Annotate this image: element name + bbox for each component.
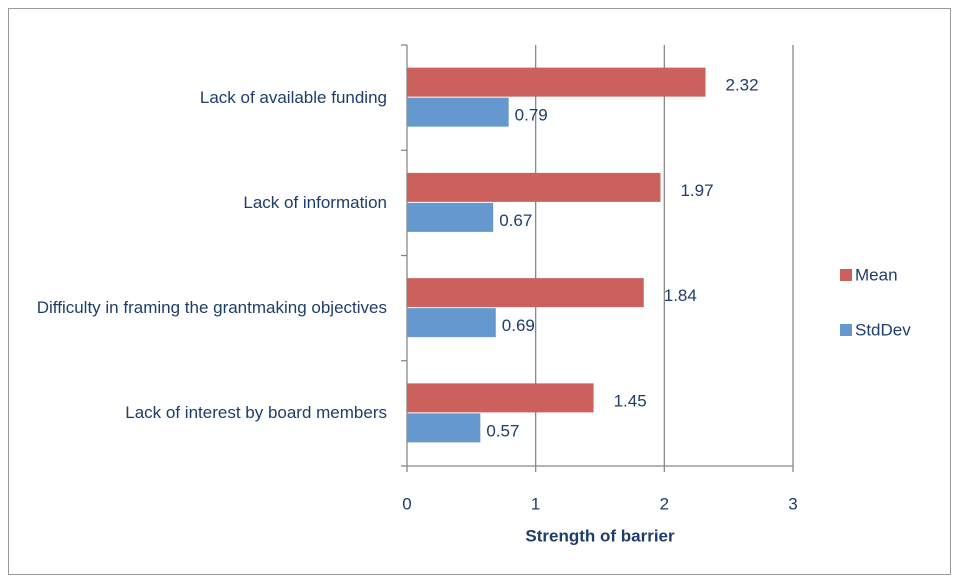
bar: [407, 383, 594, 413]
y-tick-label: Lack of information: [243, 192, 387, 212]
data-label: 0.57: [486, 421, 519, 440]
legend-swatch: [840, 269, 852, 281]
data-label: 1.84: [664, 286, 697, 305]
bar: [407, 97, 509, 127]
legend-label: StdDev: [855, 320, 911, 339]
x-tick-label: 2: [660, 494, 669, 513]
x-axis-title: Strength of barrier: [525, 526, 675, 545]
bar: [407, 278, 644, 308]
data-label: 0.69: [502, 316, 535, 335]
legend-label: Mean: [855, 265, 898, 284]
bar: [407, 67, 706, 97]
y-tick-label: Lack of interest by board members: [125, 403, 387, 423]
data-label: 2.32: [726, 76, 759, 95]
data-label: 1.45: [614, 391, 647, 410]
x-tick-label: 1: [531, 494, 540, 513]
x-tick-label: 0: [402, 494, 411, 513]
legend-swatch: [840, 324, 852, 336]
bar: [407, 172, 661, 202]
bar: [407, 202, 494, 232]
data-label: 1.97: [680, 181, 713, 200]
bar: [407, 308, 496, 338]
y-tick-label: Lack of available funding: [199, 87, 387, 107]
data-label: 0.67: [499, 211, 532, 230]
data-label: 0.79: [515, 106, 548, 125]
bar: [407, 413, 481, 443]
y-tick-label: Difficulty in framing the grantmaking ob…: [36, 298, 387, 318]
x-tick-label: 3: [788, 494, 797, 513]
